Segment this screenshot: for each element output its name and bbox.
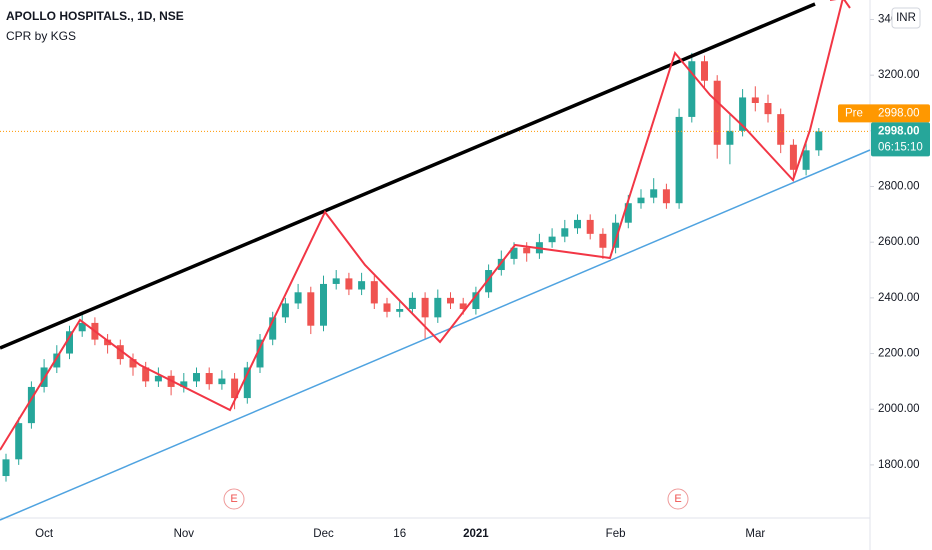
candle-body <box>2 459 10 477</box>
indicator-name: CPR by KGS <box>6 29 76 43</box>
event-label: E <box>230 493 237 505</box>
candle-body <box>129 359 137 368</box>
x-tick-label: Dec <box>313 528 334 540</box>
candle-body <box>396 309 404 312</box>
candle-body <box>548 236 556 243</box>
candle-body <box>751 97 759 103</box>
candle-body <box>370 281 378 304</box>
event-marker[interactable] <box>223 488 245 510</box>
candle-body <box>764 103 772 115</box>
y-tick-label: 2200.00 <box>878 348 920 360</box>
candle-body <box>66 331 73 354</box>
candle-body <box>586 219 594 234</box>
premarket-price: 2998.00 <box>878 107 920 119</box>
candle-body <box>218 378 226 385</box>
candle-body <box>662 189 670 204</box>
event-label: E <box>674 493 681 505</box>
candle-body <box>320 283 327 326</box>
candle-body <box>332 278 340 284</box>
candle-body <box>193 373 200 382</box>
candle-body <box>713 80 721 145</box>
candle-body <box>243 367 251 399</box>
candle-body <box>637 197 645 204</box>
candle-body <box>27 386 35 424</box>
candle-body <box>815 131 823 151</box>
last-price-tag <box>871 122 930 157</box>
x-tick-label: Nov <box>174 528 195 540</box>
candle-body <box>675 116 683 204</box>
candle-body <box>624 203 632 223</box>
y-tick-label: 3200.00 <box>878 69 920 81</box>
candle-body <box>53 353 61 368</box>
candle-body <box>408 297 416 309</box>
candle-body <box>459 303 467 309</box>
candle-body <box>104 339 112 346</box>
y-tick-label: 2400.00 <box>878 292 920 304</box>
candle-body <box>447 297 454 304</box>
candle-body <box>180 381 188 387</box>
candle-body <box>78 322 86 332</box>
y-tick-label: 2800.00 <box>878 181 920 193</box>
support-trendline <box>0 149 871 521</box>
candle-body <box>472 292 480 309</box>
arrow-head <box>830 0 851 9</box>
candle-body <box>231 378 239 399</box>
candle-body <box>358 281 366 290</box>
currency-box[interactable] <box>891 7 921 29</box>
premarket-tag <box>838 104 930 123</box>
x-tick-label: Mar <box>745 528 765 540</box>
premarket-name: Pre <box>845 107 863 119</box>
chart-title: APOLLO HOSPITALS., 1D, NSE <box>6 9 184 23</box>
last-price-label: 2998.00 <box>878 125 920 137</box>
candle-body <box>485 270 493 293</box>
candle-body <box>142 367 150 382</box>
candle-body <box>523 247 531 254</box>
candle-body <box>383 303 391 312</box>
candle-body <box>15 423 23 460</box>
candle-body <box>802 150 810 170</box>
candle-body <box>561 228 569 237</box>
candle-body <box>688 61 696 117</box>
y-tick-label: 1800.00 <box>878 459 920 471</box>
candle-body <box>739 97 747 131</box>
candle-body <box>307 292 315 326</box>
resistance-trendline <box>0 2 816 350</box>
candle-body <box>281 303 289 318</box>
candle-body <box>421 297 429 318</box>
candle-body <box>256 339 264 368</box>
candle-body <box>497 258 505 271</box>
candle-body <box>434 297 442 318</box>
y-tick-label: 2600.00 <box>878 236 920 248</box>
candle-body <box>345 278 353 290</box>
y-tick-label: 2000.00 <box>878 403 920 415</box>
x-tick-label: 16 <box>393 528 406 540</box>
x-tick-label: Feb <box>606 528 626 540</box>
candle-body <box>599 233 607 248</box>
x-tick-label: 2021 <box>463 528 489 540</box>
candle-body <box>701 61 708 81</box>
candle-body <box>510 247 518 259</box>
candle-body <box>726 130 734 145</box>
countdown: 06:15:10 <box>878 141 923 153</box>
candle-body <box>612 222 620 248</box>
candle-body <box>294 292 302 304</box>
candle-body <box>789 144 797 170</box>
currency-label: INR <box>896 12 916 24</box>
candle-body <box>154 375 162 382</box>
zigzag <box>0 0 844 451</box>
x-tick-label: Oct <box>35 528 54 540</box>
candle-body <box>777 114 785 145</box>
candle-body <box>205 373 213 385</box>
candle-body <box>116 345 124 360</box>
candle-body <box>574 219 581 229</box>
candle-body <box>269 317 277 340</box>
event-marker[interactable] <box>667 488 689 510</box>
candle-body <box>650 189 658 198</box>
